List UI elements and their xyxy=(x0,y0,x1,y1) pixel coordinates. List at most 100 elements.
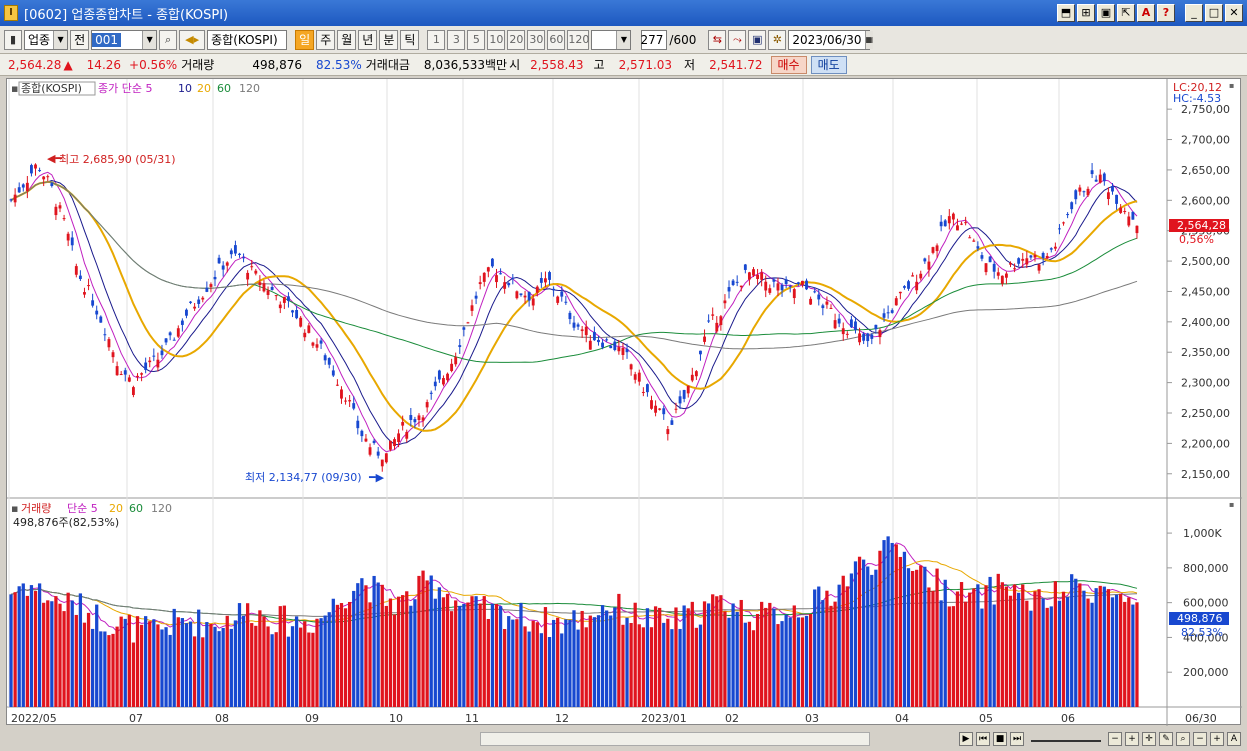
price-legend-ma120[interactable]: 120 xyxy=(239,82,260,95)
layout-icon[interactable]: ⬒ xyxy=(1057,4,1075,22)
price-legend-ma20[interactable]: 20 xyxy=(197,82,211,95)
interval-20[interactable]: 20 xyxy=(507,29,526,50)
vol-legend-ma20[interactable]: 20 xyxy=(109,502,123,515)
magnify-icon[interactable]: ⌕ xyxy=(1176,732,1190,746)
plus-icon[interactable]: + xyxy=(1210,732,1224,746)
text-icon[interactable]: A xyxy=(1227,732,1241,746)
candle-body xyxy=(111,352,115,358)
grid-icon[interactable]: ⊞ xyxy=(1077,4,1095,22)
candle-body xyxy=(193,306,197,309)
volume-settings-icon[interactable]: ▪ xyxy=(1229,500,1234,509)
chevron-down-icon[interactable]: ▼ xyxy=(616,30,631,49)
period-month[interactable]: 월 xyxy=(337,29,357,50)
chart-area[interactable]: ▪ 종합(KOSPI) 종가 단순 5 10 20 60 120 ▪ 거래량 단… xyxy=(6,78,1242,726)
volume-bar xyxy=(511,619,515,707)
chevron-down-icon[interactable]: ▼ xyxy=(53,30,68,49)
candle-body xyxy=(1033,254,1037,258)
help-icon[interactable]: ? xyxy=(1157,4,1175,22)
candle-body xyxy=(1135,225,1139,234)
sell-button[interactable]: 매도 xyxy=(810,55,847,74)
interval-30[interactable]: 30 xyxy=(527,29,546,50)
font-icon[interactable]: A xyxy=(1137,4,1155,22)
candle-body xyxy=(70,237,74,246)
crosshair-icon[interactable]: ✛ xyxy=(1142,732,1156,746)
volume-bar xyxy=(1065,597,1070,707)
volume-bar xyxy=(262,616,266,707)
candle-body xyxy=(666,429,670,435)
volume-bar xyxy=(629,623,633,707)
volume-bar xyxy=(266,626,270,707)
date-input[interactable]: 2023/06/30 ▦ xyxy=(788,29,874,50)
chart-line-icon[interactable]: ⤳ xyxy=(728,29,747,50)
candle-body xyxy=(250,266,254,268)
vol-legend-name[interactable]: 거래량 xyxy=(21,502,51,515)
volume-bar xyxy=(290,626,295,707)
interval-1[interactable]: 1 xyxy=(427,29,446,50)
volume-bar xyxy=(339,603,344,707)
scroll-right-icon[interactable]: ▶ xyxy=(959,732,973,746)
minimize-button[interactable]: _ xyxy=(1185,4,1203,22)
period-day[interactable]: 일 xyxy=(295,29,315,50)
chevron-down-icon[interactable]: ▼ xyxy=(142,30,157,49)
volume-bar xyxy=(600,605,605,707)
interval-60[interactable]: 60 xyxy=(547,29,566,50)
price-legend-ma10[interactable]: 10 xyxy=(178,82,192,95)
calendar-icon[interactable]: ▦ xyxy=(864,30,874,49)
stop-icon[interactable]: ■ xyxy=(993,732,1007,746)
scope-button[interactable]: 전 xyxy=(70,29,90,50)
market-select[interactable]: 업종 ▼ xyxy=(24,29,69,50)
close-button[interactable]: ✕ xyxy=(1225,4,1243,22)
period-tick[interactable]: 틱 xyxy=(400,29,420,50)
price-legend-ma5[interactable]: 종가 단순 5 xyxy=(98,82,152,95)
price-legend-name[interactable]: 종합(KOSPI) xyxy=(21,82,82,95)
volume-bar xyxy=(1025,600,1029,707)
candle-body xyxy=(254,270,258,274)
zoom-slider[interactable] xyxy=(1031,736,1101,742)
candle-body xyxy=(156,359,160,368)
scroll-track[interactable] xyxy=(480,732,870,746)
candle-body xyxy=(405,431,409,439)
volume-bar xyxy=(817,586,821,707)
forward-icon[interactable]: ⏭ xyxy=(1010,732,1024,746)
volume-bar xyxy=(1110,597,1115,707)
chart-type-icon[interactable]: ▮ xyxy=(4,29,22,50)
settings-icon[interactable]: ✲ xyxy=(768,29,787,50)
vol-legend-ma120[interactable]: 120 xyxy=(151,502,172,515)
rewind-icon[interactable]: ⏮ xyxy=(976,732,990,746)
speaker-icon[interactable]: ◀▸ xyxy=(179,29,206,50)
interval-10[interactable]: 10 xyxy=(487,29,506,50)
zoom-in-icon[interactable]: + xyxy=(1125,732,1139,746)
volume-bar xyxy=(494,603,499,707)
interval-3[interactable]: 3 xyxy=(447,29,466,50)
period-week[interactable]: 주 xyxy=(316,29,336,50)
price-legend-ma60[interactable]: 60 xyxy=(217,82,231,95)
search-icon[interactable]: ⌕ xyxy=(159,29,178,50)
tool-icon[interactable]: ✎ xyxy=(1159,732,1173,746)
interval-5[interactable]: 5 xyxy=(467,29,486,50)
zoom-out-icon[interactable]: − xyxy=(1108,732,1122,746)
candle-body xyxy=(421,417,425,421)
vol-legend-ma5[interactable]: 단순 5 xyxy=(67,502,98,515)
chart-svg[interactable]: ▪ 종합(KOSPI) 종가 단순 5 10 20 60 120 ▪ 거래량 단… xyxy=(7,79,1242,726)
price-tick-label: 2,750,00 xyxy=(1181,103,1230,116)
export-icon[interactable]: ⇱ xyxy=(1117,4,1135,22)
interval-120[interactable]: 120 xyxy=(567,29,590,50)
panel-settings-icon[interactable]: ▪ xyxy=(1229,81,1234,90)
count-input[interactable]: 277 xyxy=(641,29,668,50)
vol-legend-ma60[interactable]: 60 xyxy=(129,502,143,515)
buy-button[interactable]: 매수 xyxy=(770,55,807,74)
volume-bar xyxy=(1008,595,1013,707)
period-minute[interactable]: 분 xyxy=(379,29,399,50)
window-icon[interactable]: ▣ xyxy=(1097,4,1115,22)
candle-body xyxy=(144,362,148,370)
candle-body xyxy=(894,298,898,306)
candle-body xyxy=(233,245,237,254)
maximize-button[interactable]: □ xyxy=(1205,4,1223,22)
save-icon[interactable]: ▣ xyxy=(748,29,767,50)
volume-bar xyxy=(743,622,747,707)
interval-custom[interactable]: ▼ xyxy=(591,29,632,50)
scroll-icon[interactable]: ⇆ xyxy=(708,29,727,50)
minus-icon[interactable]: − xyxy=(1193,732,1207,746)
period-year[interactable]: 년 xyxy=(358,29,378,50)
code-input[interactable]: 001 ▼ xyxy=(91,29,158,50)
